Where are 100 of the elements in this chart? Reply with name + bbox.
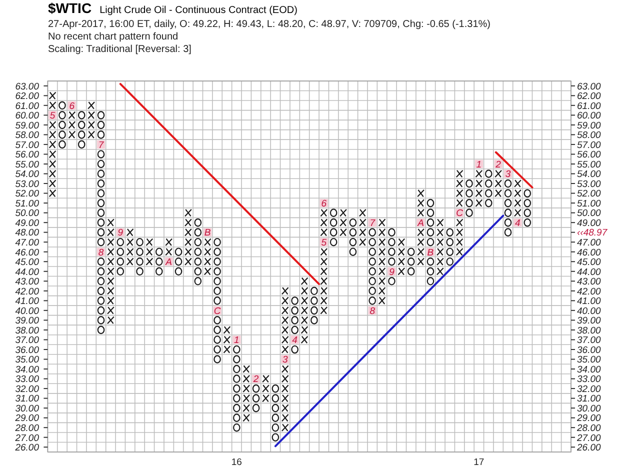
annotation: 6 — [321, 198, 328, 210]
annotation: 7 — [98, 140, 104, 151]
y2-tick-label: 29.00 — [576, 413, 602, 424]
y-tick-label: 50.00 — [15, 208, 40, 220]
y-tick-label: 49.00 — [15, 218, 40, 229]
y2-tick-label: 27.00 — [576, 432, 602, 444]
y-tick-label: 42.00 — [15, 286, 40, 298]
y-tick-label: 26.00 — [14, 442, 40, 454]
y2-tick-label: 51.00 — [577, 198, 602, 210]
y-tick-label: 28.00 — [14, 422, 40, 434]
annotation: B — [204, 228, 212, 239]
y2-tick-label: 43.00 — [577, 276, 602, 288]
y-tick-label: 31.00 — [15, 394, 40, 405]
y2-tick-label: 37.00 — [577, 335, 602, 346]
annotation: 4 — [292, 335, 298, 346]
y-tick-label: 35.00 — [15, 354, 40, 366]
y2-tick-label: 35.00 — [577, 354, 602, 366]
y2-tick-label: 52.00 — [577, 188, 602, 200]
y2-tick-label: 62.00 — [577, 91, 602, 102]
y-tick-label: 39.00 — [15, 316, 40, 327]
y-tick-label: 32.00 — [15, 384, 40, 395]
y-tick-label: 59.00 — [15, 120, 40, 132]
chart-subtitle: Light Crude Oil - Continuous Contract (EOD) — [100, 5, 298, 16]
y2-tick-label: 34.00 — [577, 364, 602, 376]
chart-title: $WTIC — [48, 0, 92, 16]
y2-tick-label: 57.00 — [577, 140, 602, 151]
text: Scaling: Traditional [Reversal: 3] — [48, 44, 192, 56]
y2-tick-label: 31.00 — [577, 394, 602, 405]
annotation: 9 — [389, 266, 396, 278]
y-tick-label: 40.00 — [15, 306, 40, 317]
y2-tick-label: 41.00 — [577, 296, 602, 308]
y2-tick-label: 63.00 — [577, 81, 602, 92]
y-tick-label: 33.00 — [15, 374, 40, 386]
y-tick-label: 54.00 — [15, 169, 40, 180]
y2-tick-label: 39.00 — [577, 316, 602, 327]
annotation: A — [164, 257, 172, 268]
y-tick-label: 41.00 — [15, 296, 40, 308]
annotation: C — [214, 306, 221, 317]
annotation: C — [456, 208, 464, 220]
y-tick-label: 36.00 — [15, 344, 40, 356]
y-tick-label: 34.00 — [15, 364, 40, 376]
y2-tick-label: 40.00 — [577, 306, 602, 317]
y2-tick-label: 54.00 — [577, 169, 602, 180]
y-tick-label: 30.00 — [15, 403, 40, 414]
y-tick-label: 46.00 — [15, 247, 40, 258]
annotation: 9 — [118, 228, 124, 239]
y2-tick-label: 36.00 — [577, 344, 602, 356]
y-tick-label: 53.00 — [15, 178, 40, 190]
annotation: 8 — [370, 306, 376, 317]
annotation: 7 — [370, 218, 376, 229]
y2-tick-label: 28.00 — [576, 422, 602, 434]
y2-tick-label: 46.00 — [577, 247, 602, 258]
y-tick-label: 58.00 — [15, 130, 40, 142]
y-tick-label: 43.00 — [15, 276, 40, 288]
annotation: 2 — [494, 159, 502, 170]
annotation: 6 — [69, 100, 76, 112]
y2-tick-label: 55.00 — [577, 159, 602, 170]
y-tick-label: 48.00 — [15, 228, 40, 239]
annotation: B — [427, 247, 434, 258]
y2-tick-label: 47.00 — [577, 237, 602, 248]
y-tick-label: 61.00 — [15, 100, 40, 112]
y2-tick-label: 33.00 — [577, 374, 602, 386]
y-tick-label: 62.00 — [15, 91, 40, 102]
y2-tick-label: 44.00 — [577, 266, 602, 278]
annotation: 8 — [98, 247, 104, 258]
y-tick-label: 38.00 — [15, 325, 40, 336]
y2-tick-label: 56.00 — [577, 150, 602, 161]
y-tick-label: 51.00 — [15, 198, 40, 210]
y-tick-label: 60.00 — [15, 110, 40, 122]
y2-tick-label: 32.00 — [577, 384, 602, 395]
annotation: 2 — [252, 374, 260, 386]
y2-tick-label: 61.00 — [577, 100, 602, 112]
y-tick-label: 47.00 — [15, 237, 40, 248]
y-tick-label: 52.00 — [15, 188, 40, 200]
y2-tick-label: 45.00 — [577, 257, 602, 268]
annotation: 4 — [515, 218, 520, 229]
y2-tick-label: 30.00 — [577, 403, 602, 414]
text: No recent chart pattern found — [48, 32, 178, 43]
y2-tick-label: 53.00 — [577, 178, 602, 190]
y2-tick-label: 49.00 — [577, 218, 602, 229]
y2-tick-label: 59.00 — [577, 120, 602, 132]
x-tick-label: 16 — [231, 457, 242, 468]
annotation: 5 — [50, 110, 56, 122]
annotation: 1 — [234, 335, 240, 346]
y2-tick-label: 58.00 — [577, 130, 602, 142]
y-tick-label: 27.00 — [14, 432, 40, 444]
y2-tick-label: 26.00 — [576, 442, 602, 454]
y-tick-label: 55.00 — [15, 159, 40, 170]
y-tick-label: 45.00 — [15, 257, 40, 268]
y2-tick-label: 60.00 — [577, 110, 602, 122]
annotation: 5 — [321, 237, 328, 248]
y-tick-label: 29.00 — [14, 413, 40, 424]
text: ‹‹48.97 — [577, 228, 608, 239]
text: 27-Apr-2017, 16:00 ET, daily, O: 49.22, H: 49.43, L: 48.20, C: 48.97, V: 709709, Chg: -0.65 (-1.31%) — [48, 19, 490, 30]
y2-tick-label: 38.00 — [577, 325, 602, 336]
y-tick-label: 63.00 — [15, 81, 40, 92]
y2-tick-label: 42.00 — [577, 286, 602, 298]
y-tick-label: 57.00 — [15, 140, 40, 151]
y-tick-label: 56.00 — [15, 150, 40, 161]
annotation: 3 — [505, 169, 512, 180]
